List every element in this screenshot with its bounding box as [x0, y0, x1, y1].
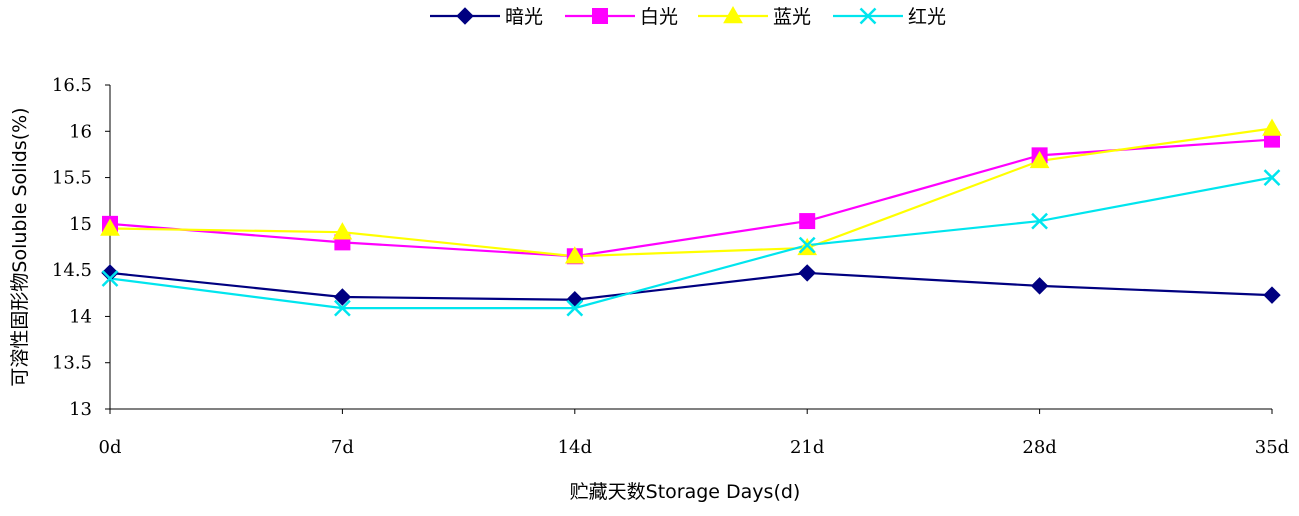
y-tick-label: 15.5 [52, 168, 92, 189]
legend-label: 蓝光 [773, 6, 811, 28]
y-tick-label: 15 [69, 214, 92, 235]
data-point-series-3 [1031, 212, 1048, 230]
data-point-series-3 [1263, 169, 1281, 186]
x-axis-title: 贮藏天数Storage Days(d) [570, 481, 801, 503]
data-point-series-0 [798, 264, 816, 282]
x-ticks: 0d 7d 14d 21d 28d 35d [99, 409, 1289, 458]
legend-marker [456, 7, 474, 25]
legend: 暗光 白光 蓝光 红光 [430, 5, 946, 28]
series-line-3 [109, 176, 1273, 310]
legend-item: 白光 [565, 6, 678, 28]
x-tick-label: 0d [99, 437, 122, 458]
series-line-1 [109, 138, 1273, 258]
data-point-series-2 [100, 218, 120, 236]
legend-label: 白光 [640, 6, 678, 28]
data-point-series-3 [101, 270, 119, 287]
x-tick-label: 7d [331, 437, 354, 458]
axes [109, 85, 1272, 410]
data-point-series-2 [1262, 118, 1282, 136]
data-point-series-2 [1029, 150, 1050, 169]
series-line-2 [109, 127, 1273, 258]
legend-item: 红光 [833, 6, 946, 28]
legend-marker [723, 5, 743, 24]
data-point-series-3 [566, 299, 584, 317]
legend-item: 暗光 [430, 6, 543, 28]
data-point-series-1 [799, 213, 816, 230]
data-point-series-2 [564, 246, 585, 264]
data-point-series-0 [1263, 286, 1281, 304]
x-tick-label: 35d [1255, 437, 1289, 458]
x-tick-label: 21d [790, 437, 824, 458]
data-point-series-0 [566, 291, 584, 309]
data-point-series-0 [333, 288, 352, 306]
y-tick-label: 14 [69, 306, 92, 327]
y-tick-label: 16 [69, 121, 92, 142]
legend-marker [859, 7, 877, 25]
x-tick-label: 28d [1022, 437, 1056, 458]
legend-item: 蓝光 [698, 5, 811, 28]
legend-label: 暗光 [505, 6, 543, 28]
x-tick-label: 14d [558, 437, 592, 458]
y-tick-label: 13 [69, 399, 92, 420]
legend-label: 红光 [908, 6, 946, 28]
y-ticks: 13 13.5 14 14.5 15 15.5 16 16.5 [52, 75, 110, 420]
series-lines [109, 127, 1273, 310]
series-markers [100, 118, 1282, 317]
data-point-series-2 [332, 222, 353, 240]
legend-marker [592, 8, 608, 24]
y-axis-title: 可溶性固形物Soluble Solids(%) [9, 107, 31, 386]
series-line-0 [109, 271, 1273, 301]
y-tick-label: 14.5 [52, 260, 92, 281]
data-point-series-0 [1030, 277, 1049, 295]
data-point-series-3 [798, 236, 816, 254]
y-tick-label: 13.5 [52, 353, 92, 374]
y-tick-label: 16.5 [52, 75, 92, 96]
data-point-series-0 [101, 264, 119, 282]
data-point-series-3 [334, 299, 351, 317]
